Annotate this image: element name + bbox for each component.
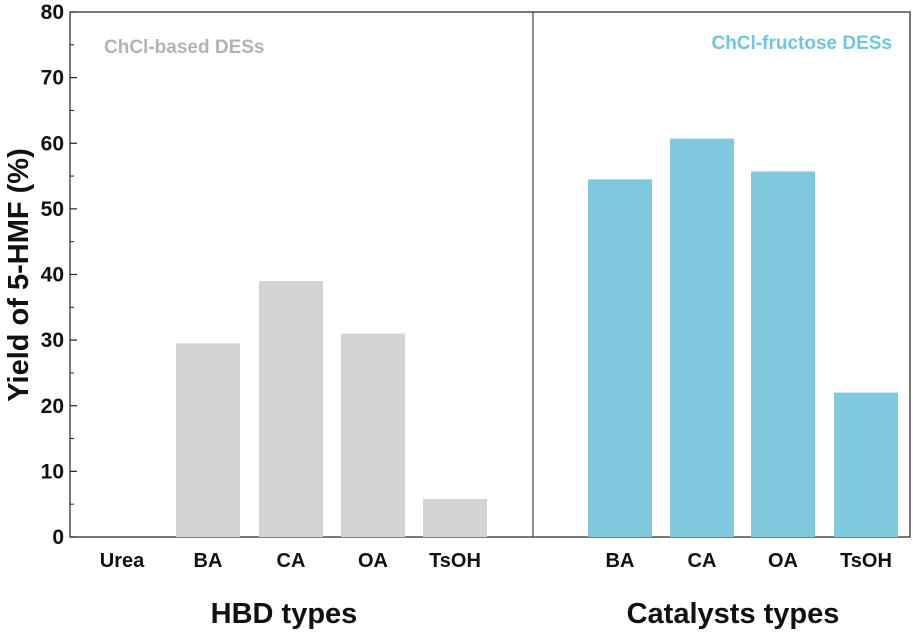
bars	[176, 138, 898, 537]
category-label-urea: Urea	[100, 550, 145, 572]
bar-0-oa	[341, 333, 405, 537]
y-tick-label: 20	[41, 395, 64, 418]
bar-0-ba	[176, 343, 240, 537]
y-tick-label: 80	[41, 1, 64, 24]
category-labels: Urea BA CA OA TsOH BA CA OA TsOH	[100, 550, 892, 572]
y-tick-label: 40	[41, 264, 64, 287]
bar-1-oa	[751, 171, 815, 537]
y-axis-title: Yield of 5-HMF (%)	[3, 148, 35, 401]
bar-1-ca	[670, 138, 734, 537]
x-axis-title-catalysts: Catalysts types	[627, 598, 840, 630]
y-tick-label: 70	[41, 67, 64, 90]
y-tick-label: 30	[41, 329, 64, 352]
bar-1-ba	[588, 179, 652, 537]
category-label-ca: CA	[277, 550, 306, 572]
bar-0-tsoh	[423, 498, 487, 537]
bar-0-ca	[259, 281, 323, 537]
category-label-tsoh: TsOH	[840, 550, 892, 572]
x-axis-title-hbd: HBD types	[211, 598, 358, 630]
y-tick-label: 0	[52, 526, 64, 549]
category-label-ca: CA	[688, 550, 717, 572]
panel-title-chcl-based: ChCl-based DESs	[104, 37, 264, 58]
bar-1-tsoh	[834, 392, 898, 537]
y-tick-label: 10	[41, 460, 64, 483]
category-label-oa: OA	[768, 550, 798, 572]
category-label-oa: OA	[358, 550, 388, 572]
panel-title-chcl-fructose: ChCl-fructose DESs	[711, 33, 892, 54]
y-tick-label: 60	[41, 132, 64, 155]
y-axis: 0 10 20 30 40 50 60 70 80	[41, 1, 77, 549]
y-tick-label: 50	[41, 198, 64, 221]
category-label-ba: BA	[194, 550, 223, 572]
category-label-tsoh: TsOH	[429, 550, 481, 572]
category-label-ba: BA	[606, 550, 635, 572]
